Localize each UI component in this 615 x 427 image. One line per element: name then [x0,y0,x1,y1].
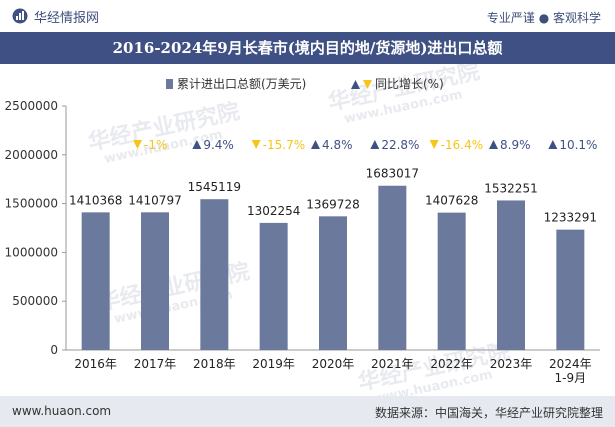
growth-label: -15.7% [263,138,305,152]
growth-marker-down [251,140,261,149]
bar [259,222,288,350]
growth-label: 10.1% [559,138,597,152]
x-tick-label: 2023年 [490,357,533,371]
growth-marker-down [133,140,142,149]
bar-value-label: 1545119 [188,180,241,194]
bar [378,185,407,350]
x-tick-label: 2020年 [312,357,355,371]
y-tick-label: 0 [50,343,58,357]
bar-value-label: 1302254 [247,204,300,218]
y-tick-label: 2500000 [5,99,58,113]
header: 华经情报网 专业严谨 ● 客观科学 [0,0,615,32]
footer-url: www.huaon.com [12,404,112,418]
bar-value-label: 1683017 [366,167,419,181]
footer: www.huaon.com 数据来源：中国海关，华经产业研究院整理 [0,396,615,427]
growth-label: 8.9% [500,138,531,152]
legend-label-growth: 同比增长(%) [375,77,444,91]
growth-label: -16.4% [441,138,483,152]
footer-source: 数据来源：中国海关，华经产业研究院整理 [374,406,603,420]
brand-name: 华经情报网 [34,10,100,26]
chart-area: 华经产业研究院www.huaon.com华经产业研究院www.huaon.com… [5,64,600,396]
x-tick-label: 2016年 [74,357,117,371]
bar-value-label: 1410368 [69,193,122,207]
bar-value-label: 1407628 [425,194,478,208]
bar-value-label: 1410797 [128,193,181,207]
bar [556,229,585,350]
growth-label: 9.4% [203,138,234,152]
y-tick-label: 500000 [12,294,58,308]
growth-marker-up [370,140,380,149]
brand-logo-icon [12,8,28,24]
growth-marker-up [489,140,498,149]
x-tick-label: 2021年 [371,357,414,371]
brand: 华经情报网 [12,6,99,26]
growth-marker-down [429,140,439,149]
bar-value-label: 1532251 [484,181,537,195]
legend-marker-up [351,80,360,89]
bar-value-label: 1369728 [306,197,359,211]
growth-label: 4.8% [322,138,353,152]
chart-title: 2016-2024年9月长春市(境内目的地/货源地)进出口总额 [112,39,503,57]
growth-marker-up [548,140,558,149]
growth-label: -1% [144,138,167,152]
x-tick-label: 2022年 [430,357,473,371]
x-tick-label: 2017年 [134,357,177,371]
x-tick-label: 2018年 [193,357,236,371]
bar [437,212,466,350]
title-bar: 2016-2024年9月长春市(境内目的地/货源地)进出口总额 [0,32,615,64]
growth-label: 22.8% [381,138,419,152]
growth-marker-up [311,140,320,149]
legend-label-total: 累计进出口总额(万美元) [177,77,306,91]
growth-marker-up [192,140,202,149]
x-tick-label: 2019年 [252,357,295,371]
bar [319,216,347,350]
legend-marker-down [363,80,372,89]
bar [141,212,169,350]
bar [497,200,525,350]
y-tick-label: 1000000 [5,245,58,259]
y-tick-label: 1500000 [5,197,58,211]
y-tick-label: 2000000 [5,148,58,162]
tagline: 专业严谨 ● 客观科学 [486,11,601,25]
x-tick-label: 2024年 1-9月 [549,357,592,385]
bar [200,199,229,350]
bar-value-label: 1233291 [544,211,597,225]
bar [81,212,110,350]
legend-swatch-total [166,79,173,89]
